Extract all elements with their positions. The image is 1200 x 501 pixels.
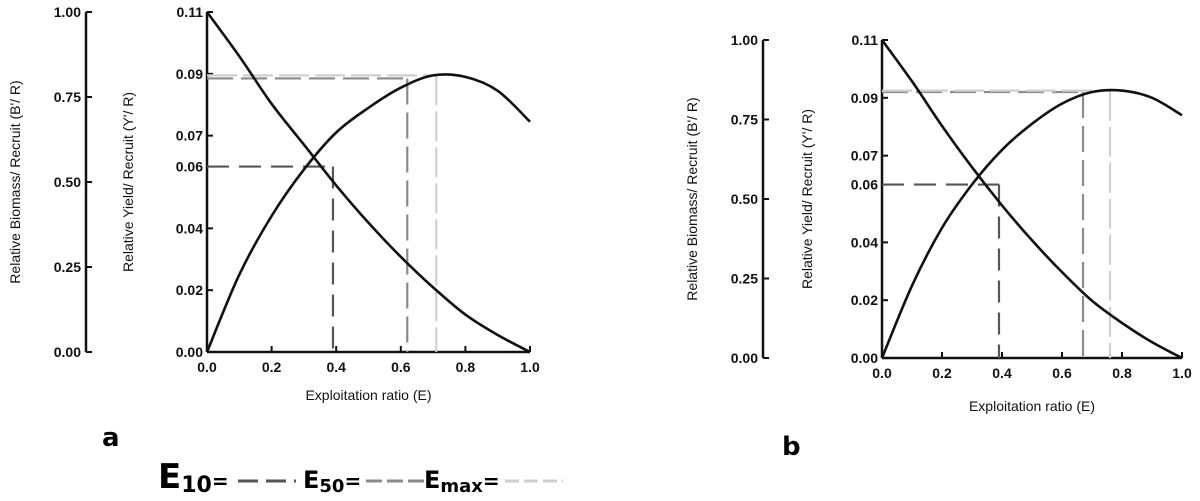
- x-axis-tick-label: 0.2: [262, 359, 282, 375]
- yield-axis-tick-label: 0.07: [851, 148, 878, 164]
- left-axis-tick-label: 0.00: [731, 350, 758, 366]
- left-axis-tick-label: 1.00: [54, 4, 81, 20]
- yield-axis-tick-label: 0.00: [851, 350, 878, 366]
- left-axis-tick-label: 0.50: [731, 191, 758, 207]
- yield-curve: [880, 88, 1183, 359]
- legend-item-base: E: [303, 466, 319, 494]
- left-axis-tick-label: 0.50: [54, 174, 81, 190]
- yield-axis-tick-label: 0.04: [851, 234, 878, 250]
- x-axis-tick-label: 0.6: [1052, 365, 1072, 381]
- biomass-curve: [205, 11, 531, 354]
- biomass-curve: [880, 39, 1183, 360]
- legend-item-subscript: 10: [181, 473, 212, 498]
- yield-axis-tick-label: 0.09: [851, 90, 878, 106]
- x-axis-tick-label: 0.8: [1112, 365, 1132, 381]
- x-axis-tick-label: 1.0: [520, 359, 540, 375]
- x-axis-tick-label: 0.4: [326, 359, 346, 375]
- left-axis-title: Relative Biomass/ Recruit (B'/ R): [7, 80, 23, 283]
- legend-item-equals: =: [344, 469, 361, 493]
- x-axis-tick-label: 0.8: [456, 359, 476, 375]
- yield-axis-title: Relative Yield/ Recruit (Y'/ R): [120, 92, 136, 272]
- x-axis-tick-label: 0.0: [872, 365, 892, 381]
- left-axis-tick-label: 0.25: [54, 259, 81, 275]
- yield-axis-tick-label: 0.11: [852, 32, 879, 48]
- yield-axis-tick-label: 0.07: [176, 128, 203, 144]
- panel-b-label: b: [782, 432, 801, 462]
- yield-curve: [205, 73, 531, 353]
- legend-item-label: E50=: [303, 466, 361, 497]
- legend-item-label: E10=: [158, 457, 229, 498]
- yield-axis-title: Relative Yield/ Recruit (Y'/ R): [799, 109, 815, 289]
- left-axis-tick-label: 0.75: [54, 89, 81, 105]
- x-axis-title: Exploitation ratio (E): [305, 387, 431, 403]
- x-axis-tick-label: 0.4: [992, 365, 1012, 381]
- panel-a: 0.00 0.25 0.50 0.75 1.00 0.00 0.02 0.04 0.06 0.07…: [7, 4, 540, 403]
- yield-axis-tick-label: 0.11: [177, 4, 204, 20]
- yield-axis-tick-label: 0.00: [176, 344, 203, 360]
- legend-item-subscript: max: [440, 476, 483, 497]
- yield-axis-tick-label: 0.04: [176, 220, 203, 236]
- left-axis-tick-label: 1.00: [731, 32, 758, 48]
- panel-b: 0.00 0.25 0.50 0.75 1.00 0.00 0.02 0.04 0.06 0.07…: [684, 32, 1192, 414]
- left-axis-tick-label: 0.25: [731, 271, 758, 287]
- panel-a-label: a: [102, 423, 120, 453]
- legend-item-subscript: 50: [319, 476, 344, 497]
- yield-axis-tick-label: 0.02: [851, 292, 878, 308]
- yield-axis-tick-label: 0.09: [176, 66, 203, 82]
- x-axis-tick-label: 0.0: [197, 359, 217, 375]
- legend-item-base: E: [158, 457, 181, 497]
- yield-axis-tick-label: 0.06: [176, 159, 203, 175]
- legend-item-base: E: [424, 466, 440, 494]
- x-axis-tick-label: 0.6: [391, 359, 411, 375]
- legend: E10= E50= Emax=: [158, 457, 563, 498]
- yield-axis-tick-label: 0.02: [176, 282, 203, 298]
- left-axis-tick-label: 0.00: [54, 344, 81, 360]
- legend-item-equals: =: [483, 469, 500, 493]
- x-axis-title: Exploitation ratio (E): [969, 398, 1095, 414]
- left-axis-tick-label: 0.75: [731, 112, 758, 128]
- x-axis-tick-label: 1.0: [1172, 365, 1192, 381]
- legend-item-label: Emax=: [424, 466, 500, 497]
- legend-item-equals: =: [212, 469, 229, 493]
- yield-axis-tick-label: 0.06: [851, 177, 878, 193]
- x-axis-tick-label: 0.2: [932, 365, 952, 381]
- left-axis-title: Relative Biomass/ Recruit (B'/ R): [684, 97, 700, 300]
